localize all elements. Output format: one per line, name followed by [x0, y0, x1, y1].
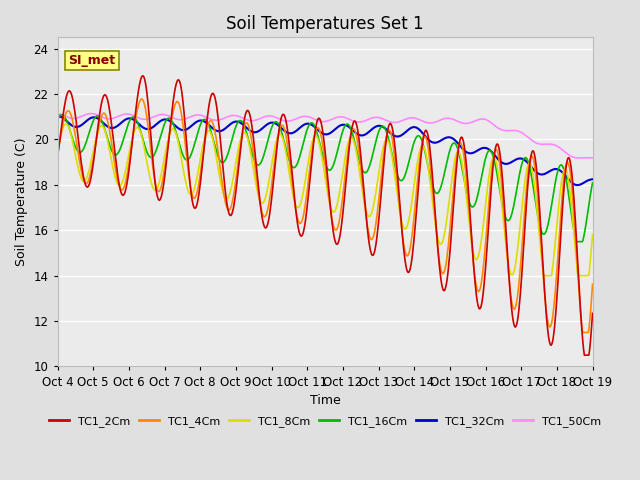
Title: Soil Temperatures Set 1: Soil Temperatures Set 1: [227, 15, 424, 33]
Y-axis label: Soil Temperature (C): Soil Temperature (C): [15, 138, 28, 266]
Text: SI_met: SI_met: [68, 54, 115, 67]
Legend: TC1_2Cm, TC1_4Cm, TC1_8Cm, TC1_16Cm, TC1_32Cm, TC1_50Cm: TC1_2Cm, TC1_4Cm, TC1_8Cm, TC1_16Cm, TC1…: [45, 411, 605, 432]
X-axis label: Time: Time: [310, 394, 340, 407]
